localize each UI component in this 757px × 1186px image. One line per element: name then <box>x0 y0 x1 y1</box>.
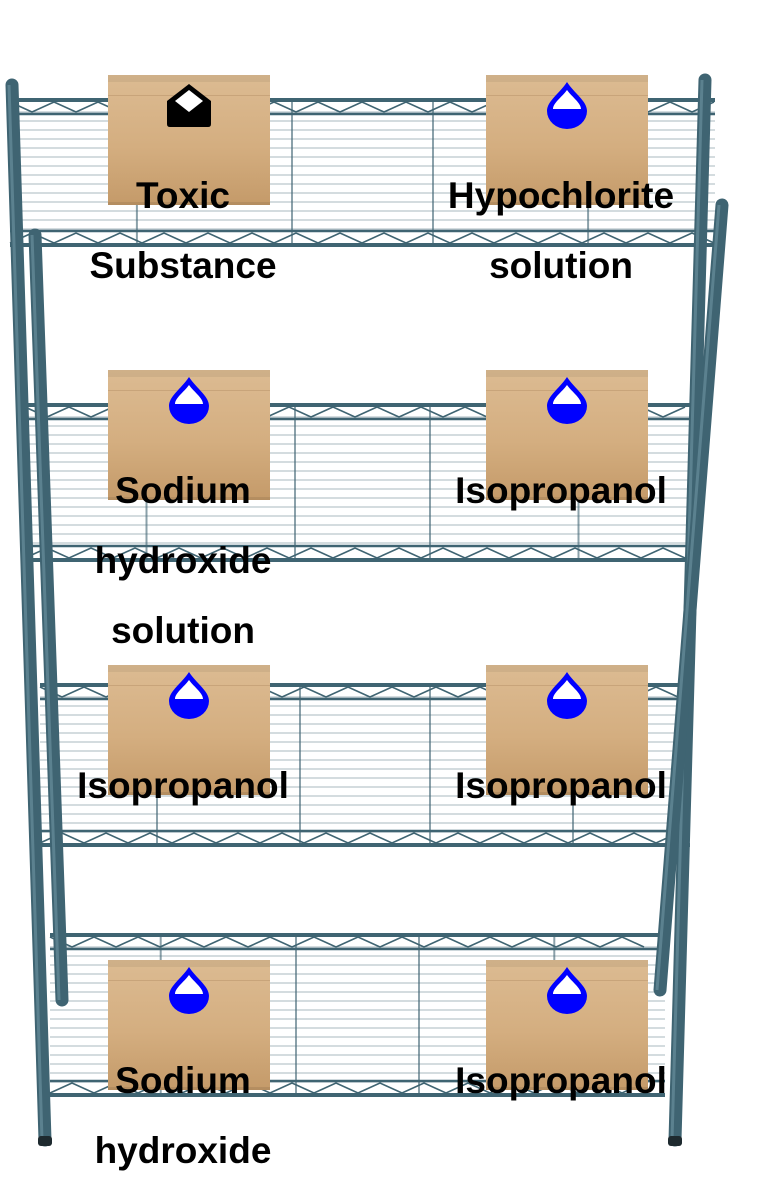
item-label-line: Isopropanol <box>455 765 667 806</box>
item-label-line: Sodium <box>115 1060 251 1101</box>
item-label: Toxic Substance <box>33 161 333 301</box>
item-label-line: Toxic <box>136 175 230 216</box>
item-label-line: Isopropanol <box>455 1060 667 1101</box>
item-label-line: solution <box>111 610 255 651</box>
rack-post <box>653 198 729 997</box>
liquid-drop-icon <box>164 374 214 424</box>
liquid-drop-icon <box>542 374 592 424</box>
item-label: Isopropanol <box>33 751 333 821</box>
toxic-envelope-icon <box>164 79 214 129</box>
rack-post <box>5 78 52 1147</box>
liquid-drop-icon <box>542 79 592 129</box>
liquid-drop-icon <box>542 964 592 1014</box>
liquid-drop-icon <box>164 669 214 719</box>
rack-foot <box>38 1136 52 1146</box>
item-label-line: Isopropanol <box>455 470 667 511</box>
item-label: Sodium hydroxide solution <box>33 456 333 666</box>
rack-post-highlight <box>30 234 61 1001</box>
item-label: Hypochlorite solution <box>411 161 711 301</box>
item-label-line: hydroxide <box>94 1130 272 1171</box>
rack-post-highlight <box>655 204 721 991</box>
rack-post-highlight <box>7 84 44 1141</box>
rack-post <box>28 228 69 1007</box>
item-label-line: solution <box>489 245 633 286</box>
item-label-line: Hypochlorite <box>447 175 675 216</box>
item-label-line: Isopropanol <box>77 765 289 806</box>
liquid-drop-icon <box>542 669 592 719</box>
item-label: Isopropanol <box>411 1046 711 1116</box>
rack-foot <box>668 1136 682 1146</box>
item-label-line: hydroxide <box>94 540 272 581</box>
item-label: Sodium hydroxide <box>33 1046 333 1186</box>
item-label-line: Sodium <box>115 470 251 511</box>
liquid-drop-icon <box>164 964 214 1014</box>
item-label: Isopropanol <box>411 751 711 821</box>
item-label-line: Substance <box>89 245 277 286</box>
item-label: Isopropanol <box>411 456 711 526</box>
